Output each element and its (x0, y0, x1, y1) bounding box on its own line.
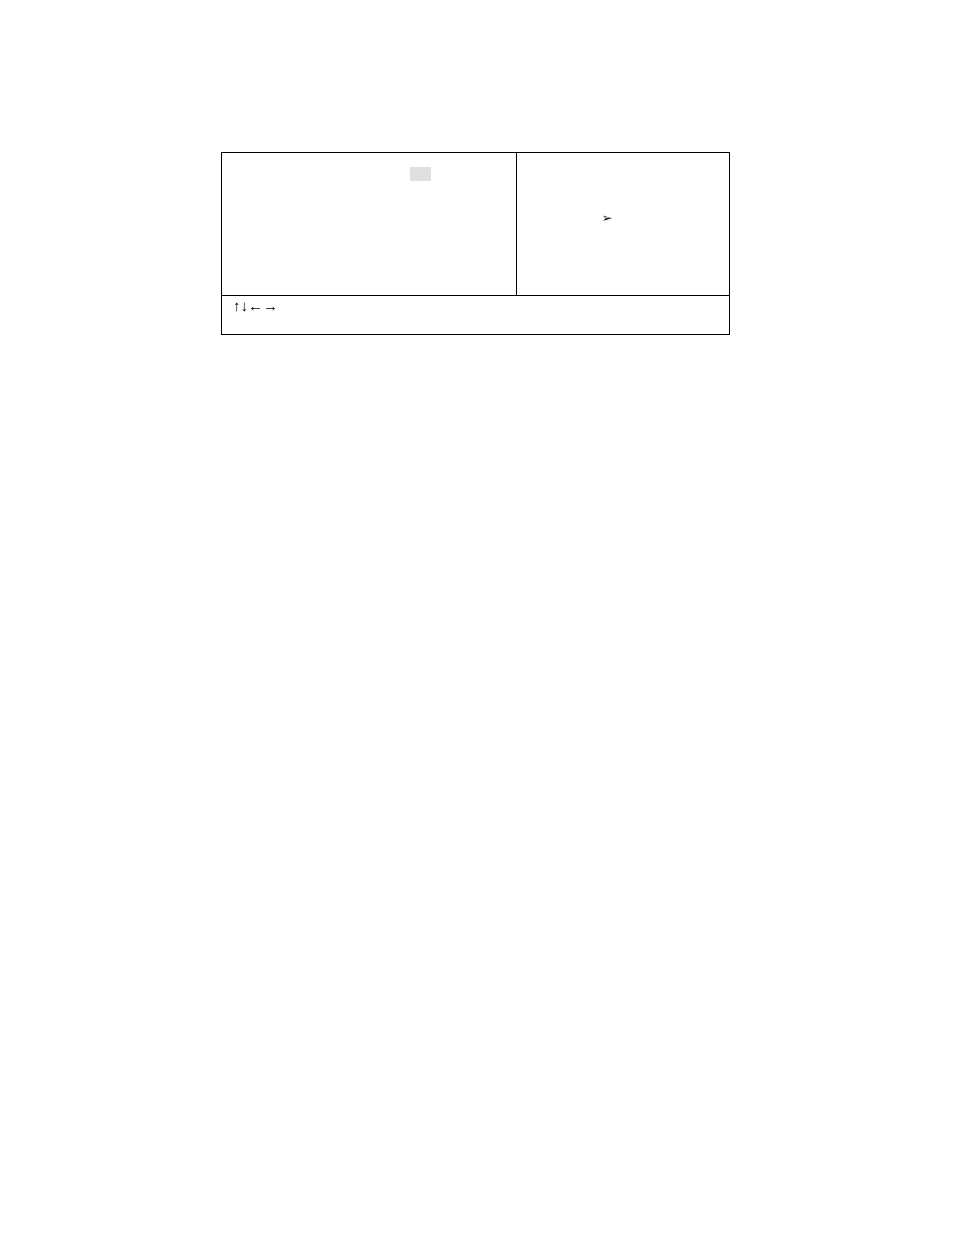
nav-arrows-icon: ↑↓←→ (233, 300, 278, 315)
vertical-divider (516, 153, 517, 295)
page: ➢ ↑↓←→ (0, 0, 954, 1235)
bios-menu-box: ➢ ↑↓←→ (221, 152, 730, 335)
highlight-swatch (410, 167, 431, 181)
submenu-bullet-icon: ➢ (601, 212, 612, 224)
horizontal-divider (222, 295, 729, 296)
